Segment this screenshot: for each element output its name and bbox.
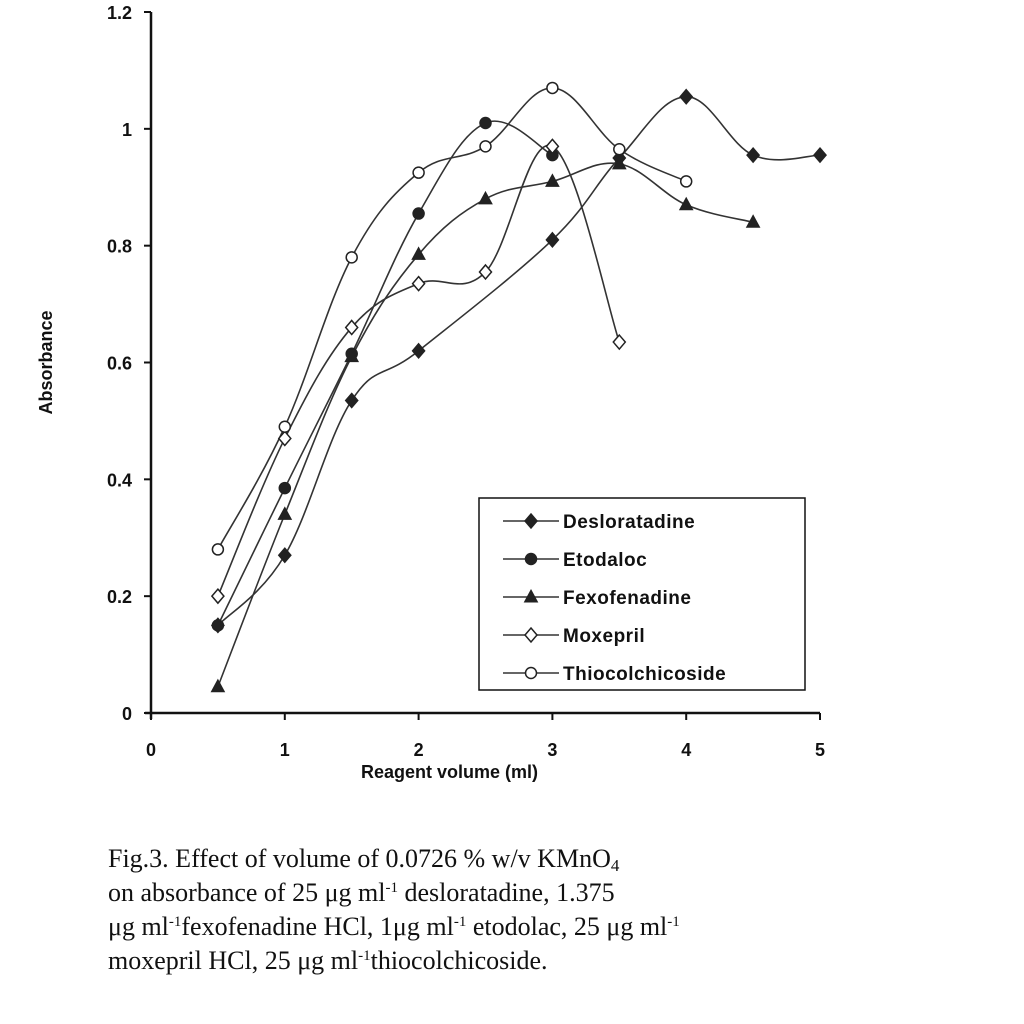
- point-thiocolchicoside-3: [412, 166, 425, 179]
- point-moxepril-4: [478, 263, 493, 281]
- legend-marker-desloratadine: [524, 512, 538, 530]
- figure-caption: Fig.3. Effect of volume of 0.0726 % w/v …: [108, 842, 1008, 978]
- legend-label-thiocolchicoside: Thiocolchicoside: [563, 664, 726, 685]
- point-thiocolchicoside-1: [278, 420, 292, 434]
- legend-marker-thiocolchicoside: [524, 666, 538, 680]
- legend-label-etodaloc: Etodaloc: [563, 550, 647, 571]
- y-tick-label: 0.8: [107, 237, 132, 257]
- point-thiocolchicoside-0: [211, 543, 225, 556]
- y-tick-label: 1.2: [107, 3, 132, 23]
- point-desloratadine-6: [679, 88, 694, 105]
- line-desloratadine: [217, 95, 821, 626]
- point-desloratadine-4: [545, 231, 560, 248]
- x-tick-label: 4: [681, 740, 691, 760]
- x-tick-label: 5: [815, 740, 825, 760]
- point-desloratadine-3: [411, 342, 426, 359]
- point-fexofenadine-0: [210, 678, 226, 693]
- legend-marker-moxepril: [524, 626, 538, 644]
- y-tick-label: 0.2: [107, 587, 132, 607]
- point-moxepril-2: [344, 319, 359, 336]
- point-thiocolchicoside-2: [345, 251, 358, 264]
- point-desloratadine-1: [277, 547, 292, 564]
- point-moxepril-0: [210, 588, 225, 605]
- legend-label-desloratadine: Desloratadine: [563, 512, 695, 533]
- legend-marker-fexofenadine: [523, 588, 539, 603]
- chart-legend: Desloratadine Etodaloc Fexofenadine Moxepri…: [478, 497, 806, 691]
- point-desloratadine-2: [344, 392, 359, 409]
- point-fexofenadine-4: [478, 190, 493, 205]
- y-tick-label: 0.6: [107, 354, 132, 374]
- point-thiocolchicoside-6: [613, 143, 626, 156]
- y-tick-label: 1: [122, 120, 132, 140]
- point-thiocolchicoside-4: [479, 140, 492, 153]
- point-fexofenadine-5: [545, 173, 560, 187]
- point-etodaloc-4: [479, 116, 492, 130]
- point-desloratadine-8: [813, 146, 827, 164]
- point-desloratadine-7: [746, 146, 761, 164]
- caption-line-3: μg ml-1fexofenadine HCl, 1μg ml-1 etodol…: [108, 912, 680, 941]
- point-moxepril-6: [612, 333, 627, 351]
- caption-line-4: moxepril HCl, 25 μg ml-1thiocolchicoside…: [108, 946, 548, 975]
- point-fexofenadine-3: [411, 246, 426, 260]
- point-fexofenadine-2: [344, 348, 360, 363]
- series-markers: [210, 81, 827, 693]
- point-etodaloc-3: [412, 207, 425, 220]
- caption-line-2: on absorbance of 25 μg ml-1 desloratadin…: [108, 878, 615, 907]
- point-fexofenadine-8: [745, 214, 761, 228]
- point-moxepril-1: [277, 430, 292, 447]
- chart-axes: 0 0.2 0.4 0.6 0.8 1 1.2 0 1 2 3 4 5 Reagent volume (m…: [36, 3, 825, 782]
- x-axis-title: Reagent volume (ml): [361, 762, 538, 782]
- x-tick-label: 3: [547, 740, 557, 760]
- y-tick-label: 0: [122, 704, 132, 724]
- point-fexofenadine-6: [611, 155, 627, 170]
- point-moxepril-5: [545, 138, 560, 155]
- x-tick-label: 2: [414, 740, 424, 760]
- point-moxepril-3: [411, 275, 426, 292]
- y-tick-label: 0.4: [107, 470, 132, 490]
- point-etodaloc-0: [211, 619, 225, 632]
- x-tick-label: 0: [146, 740, 156, 760]
- legend-marker-etodaloc: [524, 552, 538, 566]
- y-axis-title: Absorbance: [36, 310, 56, 414]
- point-fexofenadine-7: [678, 196, 694, 211]
- caption-line-1: Fig.3. Effect of volume of 0.0726 % w/v …: [108, 844, 620, 875]
- x-tick-label: 1: [280, 740, 290, 760]
- legend-label-moxepril: Moxepril: [563, 626, 645, 647]
- point-fexofenadine-1: [277, 506, 293, 520]
- point-thiocolchicoside-7: [679, 175, 693, 188]
- point-etodaloc-1: [278, 481, 292, 495]
- point-thiocolchicoside-5: [546, 81, 559, 95]
- legend-label-fexofenadine: Fexofenadine: [563, 588, 691, 609]
